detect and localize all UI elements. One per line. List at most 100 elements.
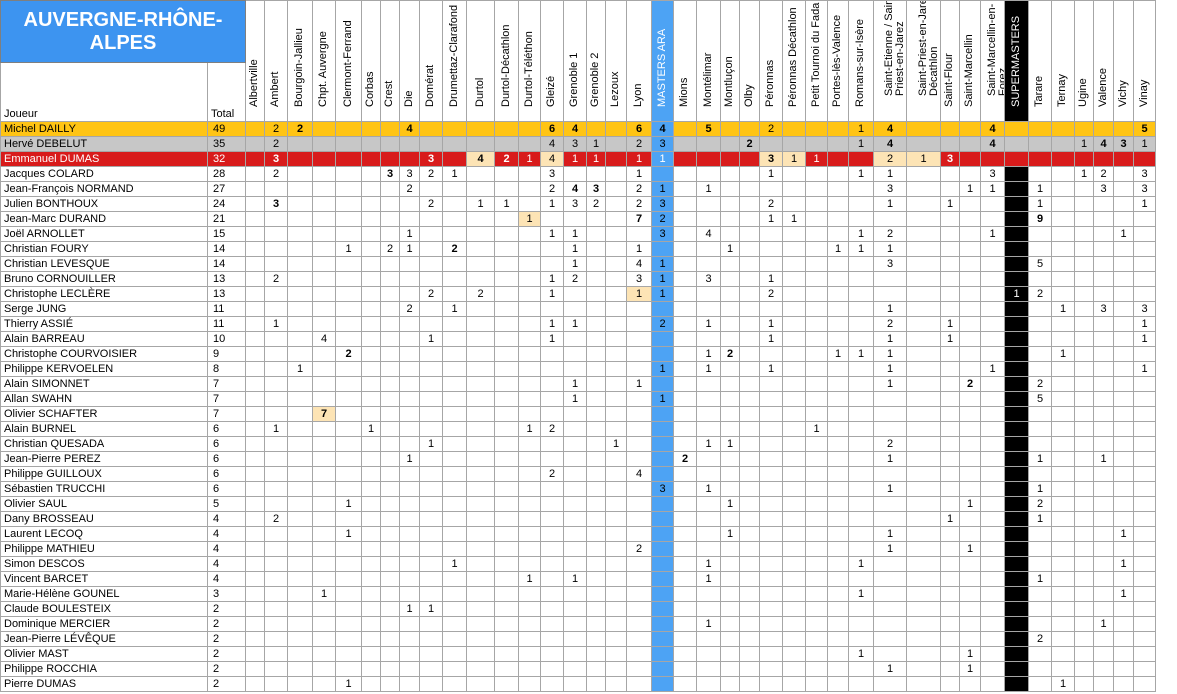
score-cell: 1 [720, 436, 740, 452]
column-header-event: Saint-Etienne / Saint-Priest-en-Jarez [873, 0, 907, 122]
score-cell [626, 346, 652, 362]
score-cell [419, 526, 443, 542]
player-name: Jacques COLARD [0, 166, 208, 182]
score-cell [940, 586, 960, 602]
score-cell [399, 466, 420, 482]
score-cell [651, 436, 674, 452]
score-cell [739, 466, 760, 482]
score-cell [759, 226, 783, 242]
score-cell: 2 [1028, 376, 1052, 392]
score-cell [959, 226, 981, 242]
score-cell: 3 [651, 196, 674, 212]
score-cell [1028, 316, 1052, 332]
score-cell [605, 526, 627, 542]
score-cell: 1 [848, 556, 874, 572]
score-cell: 1 [264, 421, 288, 437]
score-cell: 4 [540, 136, 564, 152]
score-cell [848, 496, 874, 512]
score-cell [1004, 361, 1029, 377]
player-total: 6 [207, 421, 246, 437]
score-cell [1004, 196, 1029, 212]
score-cell [399, 541, 420, 557]
score-cell [586, 331, 606, 347]
score-cell [782, 241, 806, 257]
column-header-event: Mions [673, 0, 697, 122]
table-row: Allan SWAHN 7 1 1 5 [0, 391, 1156, 407]
score-cell [605, 136, 627, 152]
score-cell: 7 [626, 211, 652, 227]
score-cell [626, 496, 652, 512]
player-name: Allan SWAHN [0, 391, 208, 407]
table-row: Jacques COLARD 28 2 3 3 2 1 3 1 1 1 1 3 1 2 3 [0, 166, 1156, 182]
score-cell [940, 526, 960, 542]
score-cell [959, 586, 981, 602]
score-cell [651, 616, 674, 632]
score-cell [287, 181, 313, 197]
table-row: Jean-François NORMAND 27 2 2 4 3 2 1 1 3 1 1 1 3 3 [0, 181, 1156, 197]
score-cell [626, 601, 652, 617]
score-cell [380, 511, 400, 527]
score-cell [335, 166, 362, 182]
score-cell [563, 616, 587, 632]
score-cell [312, 466, 336, 482]
score-cell [245, 436, 265, 452]
score-cell: 1 [940, 196, 960, 212]
score-cell: 2 [959, 376, 981, 392]
score-cell [312, 616, 336, 632]
score-cell [673, 151, 697, 167]
score-cell [518, 631, 541, 647]
event-name: Péronnas Décathlon [787, 7, 799, 107]
score-cell [399, 571, 420, 587]
score-cell [959, 331, 981, 347]
score-cell [940, 541, 960, 557]
score-cell [518, 331, 541, 347]
score-cell [827, 391, 849, 407]
score-cell [805, 556, 828, 572]
score-cell [419, 391, 443, 407]
player-name: Pierre DUMAS [0, 676, 208, 692]
score-cell [1004, 151, 1029, 167]
score-cell [442, 571, 467, 587]
score-cell [312, 136, 336, 152]
score-cell: 1 [518, 421, 541, 437]
player-name: Philippe KERVOELEN [0, 361, 208, 377]
score-cell: 5 [696, 121, 721, 137]
score-cell [361, 541, 381, 557]
score-cell [466, 136, 495, 152]
score-cell [399, 151, 420, 167]
player-total: 6 [207, 451, 246, 467]
score-cell [586, 436, 606, 452]
score-cell [739, 586, 760, 602]
score-cell: 1 [940, 511, 960, 527]
score-cell [1074, 151, 1094, 167]
score-cell: 4 [626, 256, 652, 272]
score-cell [540, 481, 564, 497]
score-cell [739, 181, 760, 197]
score-cell [287, 376, 313, 392]
score-cell [1074, 256, 1094, 272]
score-cell [980, 346, 1005, 362]
score-cell [540, 256, 564, 272]
score-cell [399, 481, 420, 497]
score-cell [848, 361, 874, 377]
score-cell [605, 496, 627, 512]
score-cell [361, 466, 381, 482]
score-cell: 1 [827, 241, 849, 257]
score-cell [696, 166, 721, 182]
table-row: Philippe KERVOELEN 8 1 1 1 1 1 1 1 [0, 361, 1156, 377]
score-cell [940, 286, 960, 302]
event-name: Clermont-Ferrand [341, 20, 354, 107]
score-cell [442, 436, 467, 452]
score-cell [1093, 391, 1114, 407]
score-cell [494, 631, 519, 647]
score-cell: 1 [442, 166, 467, 182]
score-cell [442, 391, 467, 407]
score-cell [805, 436, 828, 452]
event-name: Saint-Marcellin-en-Forez [985, 3, 1005, 96]
score-cell [739, 211, 760, 227]
score-cell [720, 511, 740, 527]
score-cell [959, 256, 981, 272]
score-cell: 1 [1028, 196, 1052, 212]
score-cell [563, 361, 587, 377]
score-cell: 2 [759, 196, 783, 212]
